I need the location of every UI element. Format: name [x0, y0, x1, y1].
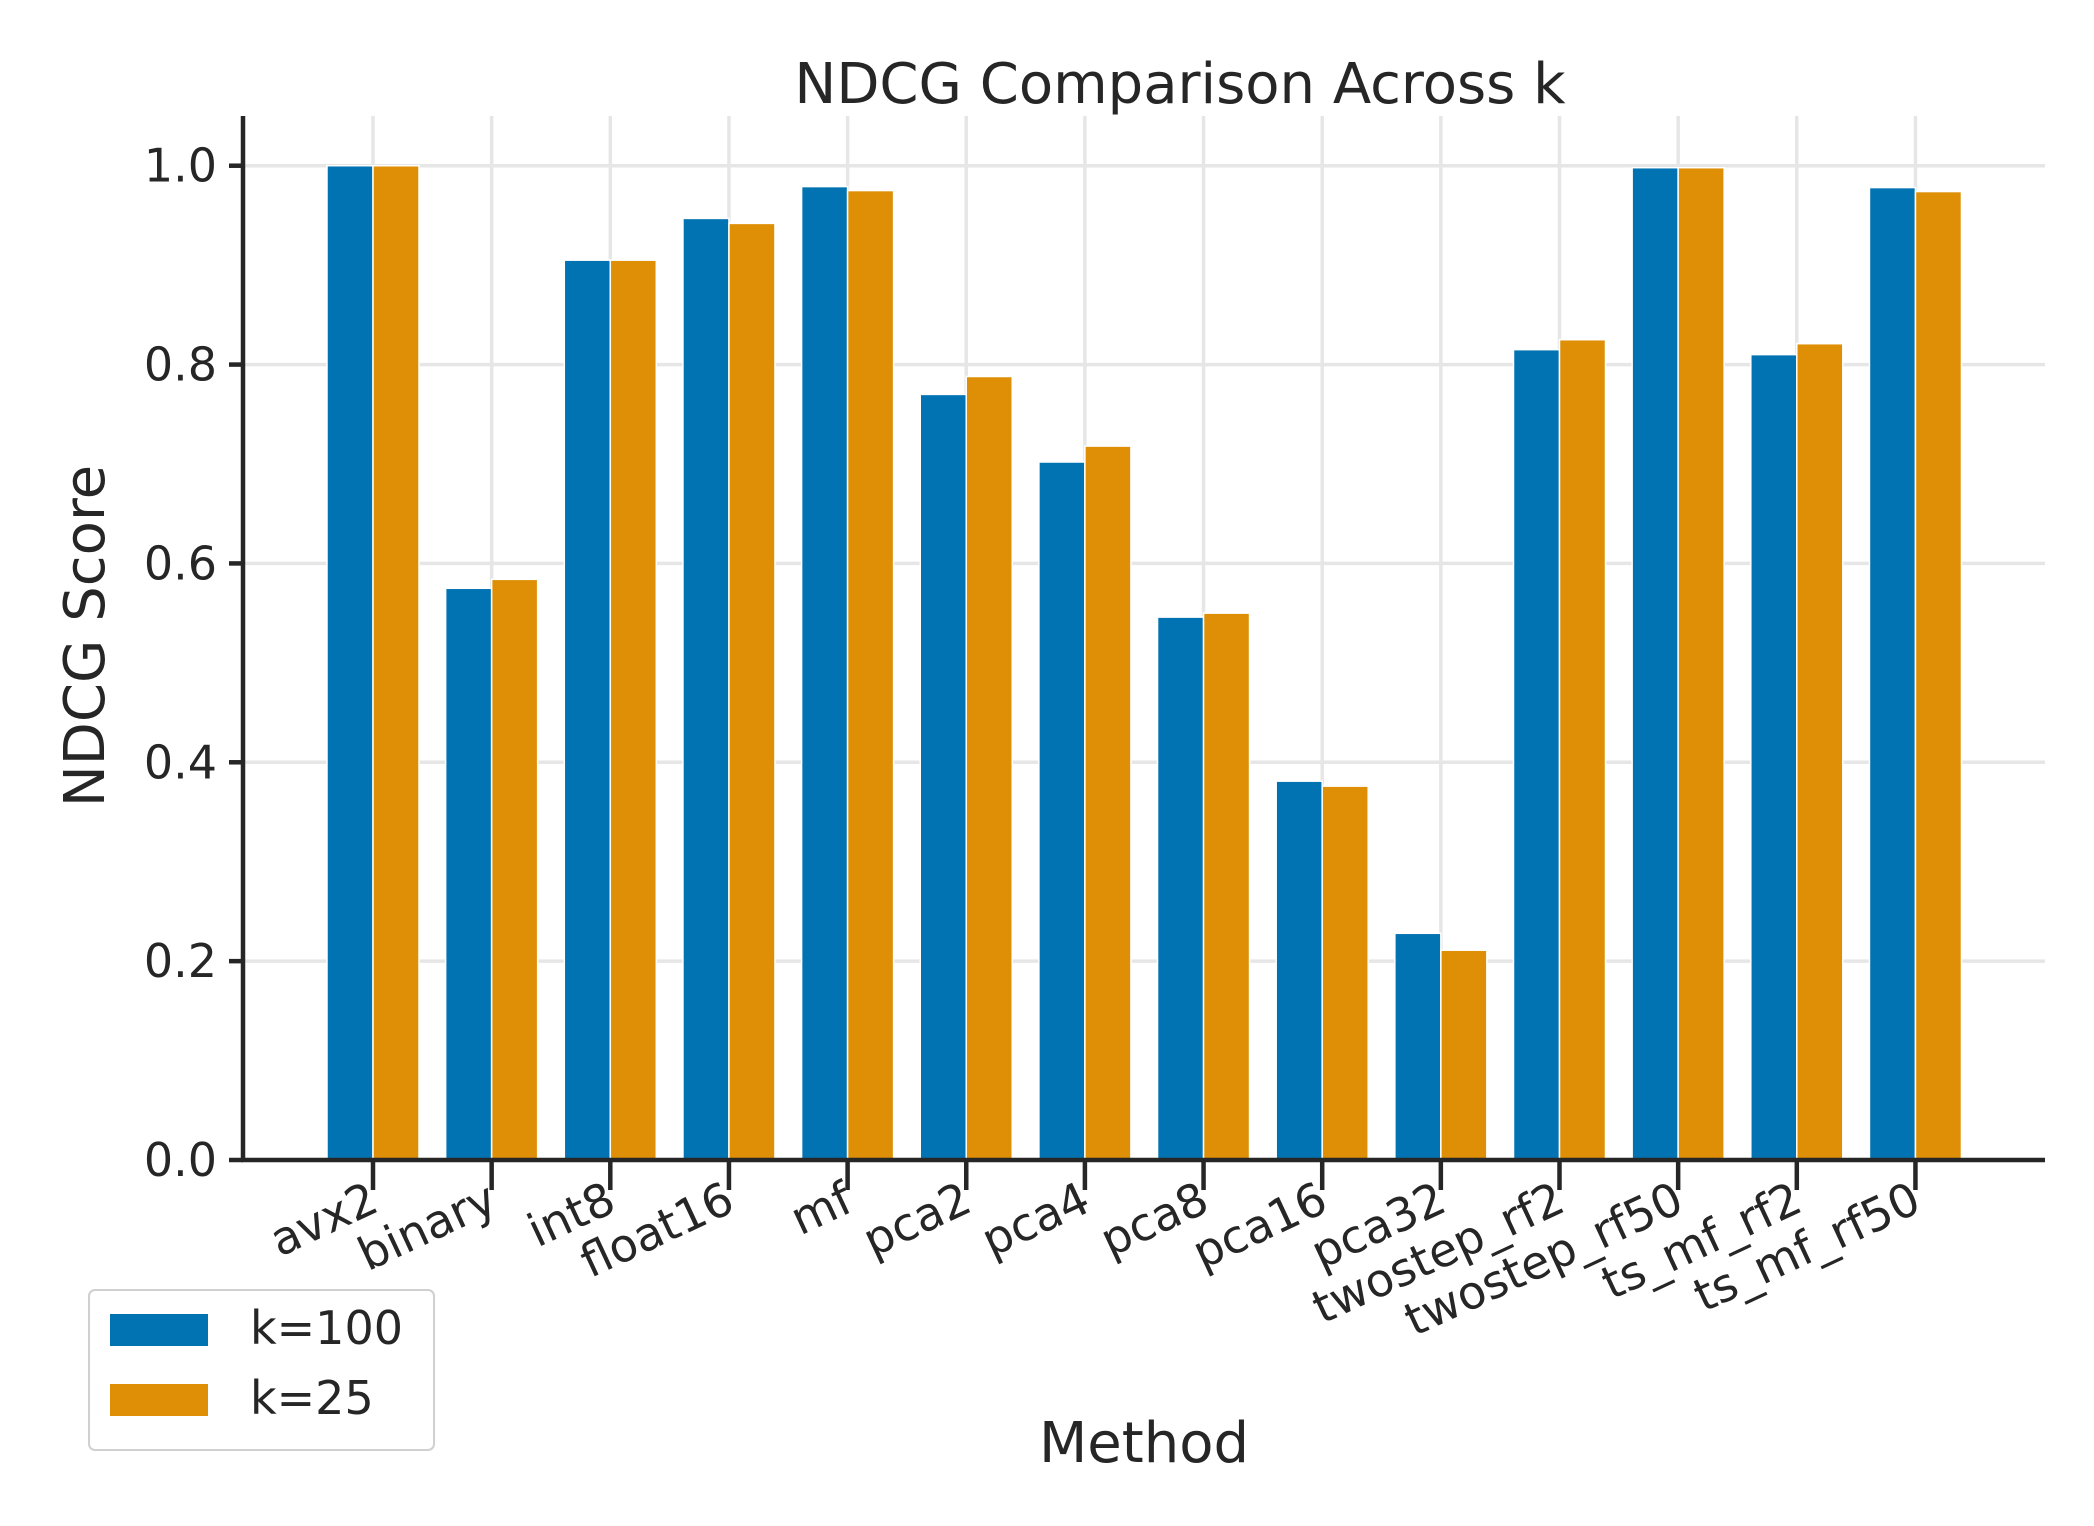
legend-swatch — [110, 1384, 208, 1416]
bar-k100-twostep_rf50 — [1631, 166, 1679, 1161]
y-tick-label: 0.6 — [144, 536, 217, 590]
legend-label: k=100 — [250, 1301, 403, 1355]
bar-k25-avx2 — [372, 164, 420, 1161]
bars — [326, 164, 1963, 1161]
y-tick-label: 0.8 — [144, 338, 217, 392]
bar-k100-avx2 — [326, 164, 374, 1161]
bar-k25-mf — [846, 189, 895, 1161]
bar-k25-int8 — [609, 259, 658, 1161]
bar-k100-ts_mf_rf50 — [1868, 186, 1917, 1161]
y-tick-label: 1.0 — [144, 139, 217, 193]
bar-k25-ts_mf_rf50 — [1914, 190, 1963, 1161]
x-tick-label: pca2 — [855, 1171, 979, 1267]
bar-k100-pca8 — [1156, 616, 1205, 1161]
bar-k25-pca8 — [1202, 612, 1251, 1161]
y-tick-label: 0.2 — [144, 934, 217, 988]
bar-k25-binary — [490, 578, 539, 1161]
bar-k25-pca16 — [1321, 785, 1369, 1161]
bar-k25-ts_mf_rf2 — [1796, 342, 1844, 1161]
legend: k=100 k=25 — [88, 1289, 435, 1451]
x-tick-label: mf — [782, 1170, 862, 1245]
y-axis-label: NDCG Score — [53, 465, 118, 807]
bar-k25-pca32 — [1440, 949, 1488, 1161]
x-axis-label: Method — [1039, 1411, 1249, 1476]
bar-k100-twostep_rf2 — [1512, 348, 1561, 1161]
x-tick-label: pca4 — [973, 1171, 1097, 1267]
bar-k100-mf — [800, 185, 849, 1161]
bar-k100-pca4 — [1038, 461, 1086, 1161]
bar-k100-ts_mf_rf2 — [1750, 353, 1798, 1161]
y-tick-label: 0.4 — [144, 735, 217, 789]
bar-k100-int8 — [563, 259, 612, 1161]
bar-k100-pca16 — [1275, 780, 1323, 1161]
bar-k100-float16 — [682, 217, 730, 1161]
bar-k25-twostep_rf50 — [1677, 166, 1725, 1161]
bar-k100-pca2 — [919, 393, 967, 1161]
legend-swatch — [110, 1314, 208, 1346]
y-tick-label: 0.0 — [144, 1133, 217, 1187]
bar-k25-float16 — [728, 222, 776, 1161]
y-ticks: 0.0 0.2 0.4 0.6 0.8 1.0 — [144, 139, 243, 1187]
bar-k25-pca2 — [965, 375, 1013, 1161]
bar-k100-pca32 — [1394, 932, 1442, 1161]
bar-k25-pca4 — [1084, 445, 1132, 1161]
chart-title: NDCG Comparison Across k — [794, 52, 1566, 117]
bar-k25-twostep_rf2 — [1558, 338, 1607, 1161]
bar-k100-binary — [444, 587, 493, 1161]
axes — [240, 116, 2045, 1163]
legend-label: k=25 — [250, 1371, 374, 1425]
